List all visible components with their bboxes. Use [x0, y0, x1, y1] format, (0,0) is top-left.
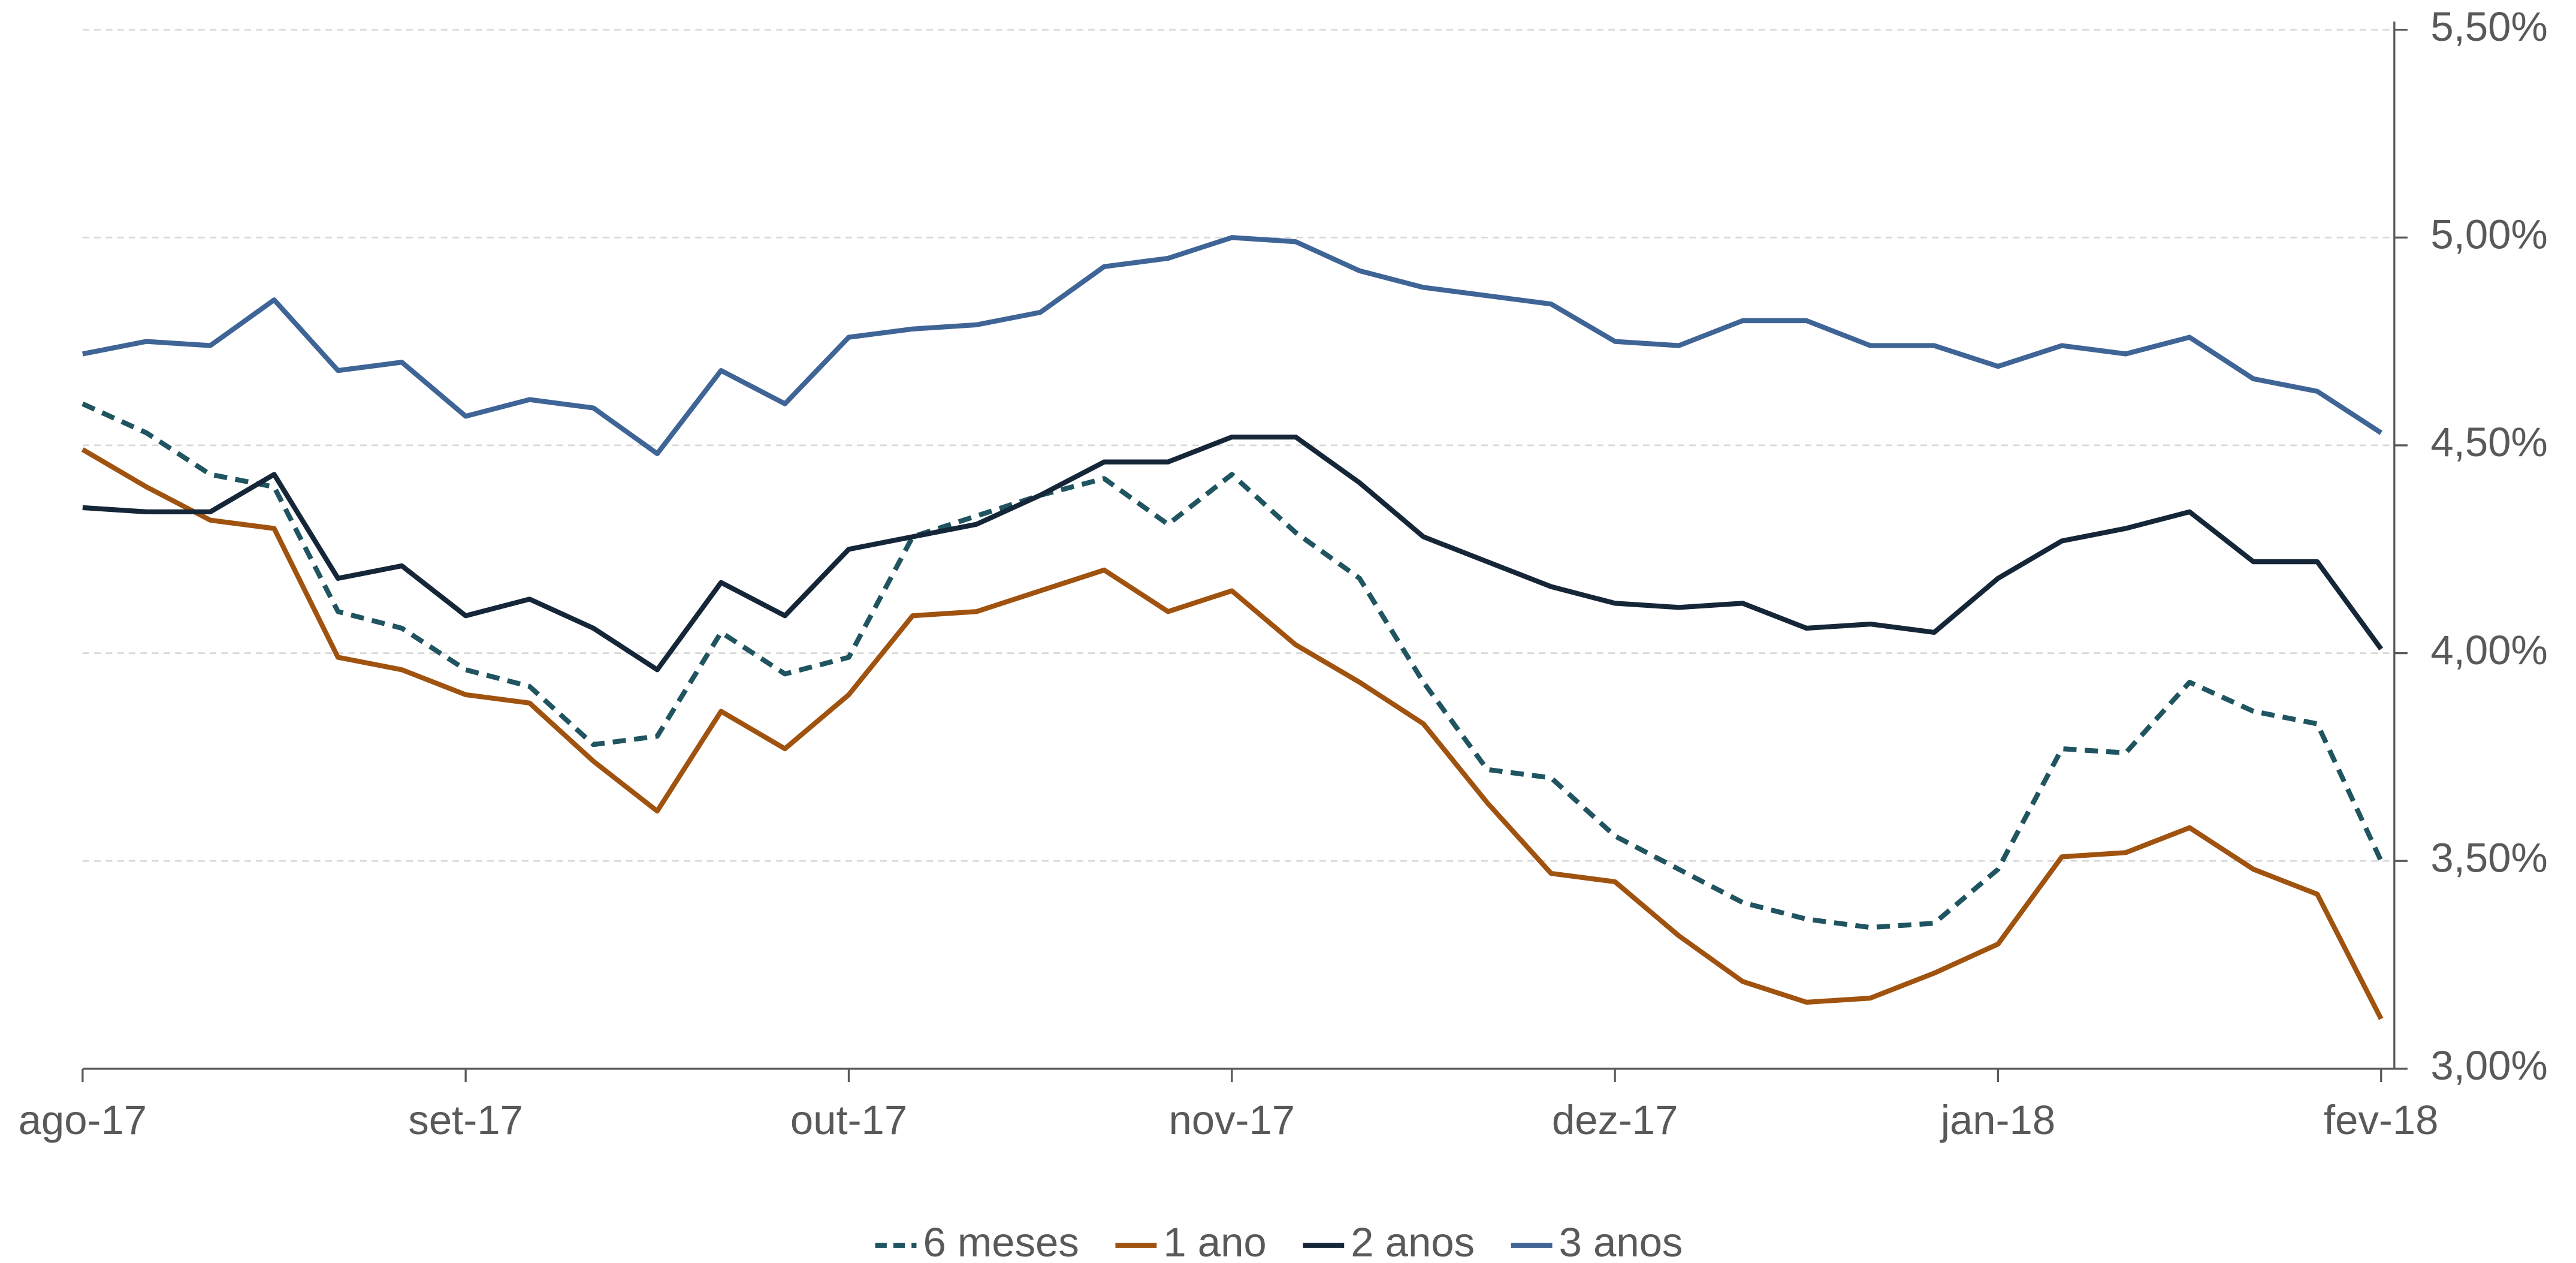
x-tick-label: set-17	[408, 1097, 523, 1143]
series-line	[82, 434, 2384, 673]
y-tick-label: 5,50%	[2430, 4, 2547, 50]
legend-label: 3 anos	[1559, 1219, 1683, 1263]
legend-label: 6 meses	[923, 1219, 1079, 1263]
series-line	[81, 401, 2384, 930]
x-tick-label: dez-17	[1552, 1097, 1678, 1143]
y-tick-label: 4,00%	[2430, 627, 2547, 673]
y-tick-label: 3,00%	[2430, 1042, 2547, 1089]
x-tick-label: jan-18	[1940, 1097, 2055, 1143]
x-tick-label: fev-18	[2324, 1097, 2438, 1143]
y-tick-label: 3,50%	[2430, 834, 2547, 881]
x-tick-label: ago-17	[19, 1097, 147, 1143]
series-line	[81, 447, 2384, 1020]
legend-label: 2 anos	[1351, 1219, 1475, 1263]
y-tick-label: 5,00%	[2430, 211, 2547, 257]
series-line	[82, 235, 2383, 456]
x-tick-label: out-17	[790, 1097, 907, 1143]
legend-label: 1 ano	[1163, 1219, 1266, 1263]
x-tick-label: nov-17	[1169, 1097, 1295, 1143]
y-tick-label: 4,50%	[2430, 419, 2547, 465]
